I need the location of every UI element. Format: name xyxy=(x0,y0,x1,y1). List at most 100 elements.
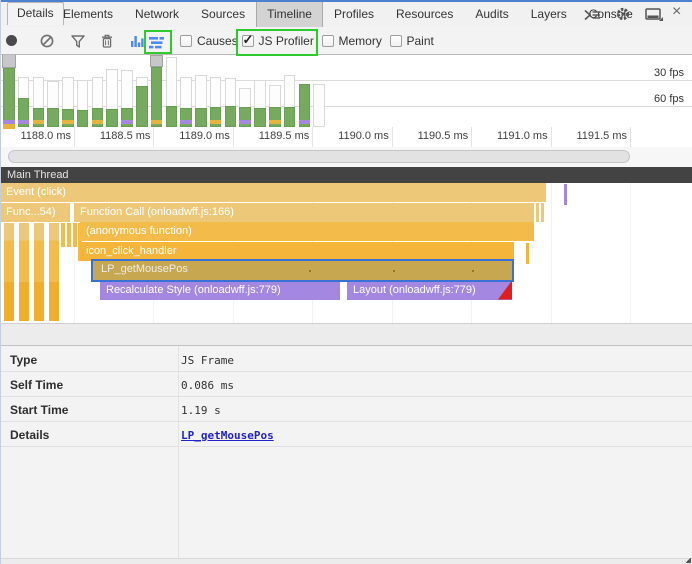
window-focus-edge xyxy=(0,0,692,2)
details-row-label-self-time: Self Time xyxy=(10,378,64,392)
tab-details[interactable]: Details xyxy=(7,2,64,25)
filter-icon[interactable] xyxy=(71,35,85,53)
fps-bar xyxy=(17,98,30,127)
details-link-lp-getmousepos[interactable]: LP_getMousePos xyxy=(181,429,274,442)
flame-activity-stripe-thin xyxy=(66,223,71,247)
flame-bar-icon-click-handler[interactable]: icon_click_handler xyxy=(80,241,514,261)
js-profiler-label: JS Profiler xyxy=(258,34,314,48)
tab-profiles[interactable]: Profiles xyxy=(333,7,374,21)
checkbox-paint[interactable]: Paint xyxy=(389,34,434,48)
overview-scroll-thumb[interactable] xyxy=(8,150,630,163)
fps-bar xyxy=(283,107,296,127)
fps-bar xyxy=(3,68,15,127)
main-toolbar: Elements Network Sources Timeline Profiles Re… xyxy=(0,0,692,28)
flame-gridline xyxy=(551,183,552,323)
tab-elements[interactable]: Elements xyxy=(63,7,114,21)
flame-activity-stripe xyxy=(34,223,44,321)
statusbar-strip xyxy=(0,558,692,564)
painting-segment xyxy=(32,119,45,124)
ruler-tick xyxy=(550,127,552,147)
tab-timeline[interactable]: Timeline xyxy=(256,0,323,27)
flame-activity-stripe xyxy=(4,223,14,321)
rendering-segment xyxy=(17,119,30,124)
tab-sources[interactable]: Sources xyxy=(201,7,246,21)
flame-tick xyxy=(526,242,529,264)
flame-chart[interactable]: Event (click) Func...54) Function Call (on… xyxy=(0,183,692,323)
activity-dot xyxy=(309,270,311,272)
flame-bar-recalculate-style-onloadwff-js-779[interactable]: Recalculate Style (onloadwff.js:779) xyxy=(100,280,340,300)
main-thread-header[interactable]: Main Thread xyxy=(0,167,692,183)
tab-layers[interactable]: Layers xyxy=(530,7,567,21)
flame-activity-stripe xyxy=(49,223,59,321)
checkbox-causes[interactable]: Causes xyxy=(180,34,238,48)
flame-bar-layout-onloadwff-js-779[interactable]: Layout (onloadwff.js:779) xyxy=(347,280,512,300)
flame-bar-sliver[interactable] xyxy=(541,202,544,222)
fps-bar xyxy=(136,86,148,127)
paint-checkbox-box[interactable] xyxy=(389,35,402,47)
flame-bar-anonymous-function[interactable]: (anonymous function) xyxy=(80,222,534,241)
close-icon[interactable]: × xyxy=(672,3,682,20)
fps-bar xyxy=(106,109,118,127)
ruler-tick xyxy=(471,127,473,147)
tab-network[interactable]: Network xyxy=(135,7,180,21)
flame-icon-highlight xyxy=(144,30,172,54)
details-row-label-start-time: Start Time xyxy=(10,403,69,417)
fps-bar xyxy=(298,84,311,127)
selected-flame-bar-lp-getmousepos[interactable]: LP_getMousePos xyxy=(91,259,514,282)
timeline-toolbar: Causes ✓ JS Profiler Memory Paint xyxy=(0,27,692,56)
frames-view-icon[interactable] xyxy=(131,34,145,53)
fps-bar xyxy=(47,108,59,127)
panel-tabs: Elements Network Sources Timeline Profiles Re… xyxy=(52,0,644,27)
resize-grip[interactable] xyxy=(686,558,691,563)
ruler-label: 1189.5 ms xyxy=(258,130,310,142)
gear-icon[interactable] xyxy=(615,6,631,27)
fps-bar xyxy=(150,67,163,127)
checkbox-memory[interactable]: Memory xyxy=(321,34,382,48)
activity-dot xyxy=(472,270,474,272)
flame-bar-event-click[interactable]: Event (click) xyxy=(0,183,546,202)
fps-bar xyxy=(62,109,74,127)
details-row-value-details[interactable]: LP_getMousePos xyxy=(181,429,274,442)
causes-checkbox-box[interactable] xyxy=(180,35,192,47)
fps-bar xyxy=(32,108,45,127)
fps-gridline xyxy=(0,106,692,107)
flame-gridline xyxy=(74,183,75,323)
record-button[interactable] xyxy=(6,35,17,46)
memory-checkbox-box[interactable] xyxy=(321,35,334,47)
details-row-divider xyxy=(0,421,692,422)
details-row-divider xyxy=(0,371,692,372)
fps-overview-chart[interactable]: 30 fps 60 fps xyxy=(0,51,692,129)
ruler-tick xyxy=(391,127,393,147)
details-row-value-type: JS Frame xyxy=(181,354,234,367)
flame-bar-function-call-onloadwff-js-166[interactable]: Function Call (onloadwff.js:166) xyxy=(74,202,534,222)
main-thread-label: Main Thread xyxy=(7,169,69,181)
dock-side-icon[interactable] xyxy=(645,8,663,27)
flame-tick xyxy=(564,184,567,205)
tab-resources[interactable]: Resources xyxy=(396,7,454,21)
flame-gridline xyxy=(630,183,631,323)
fps-bar xyxy=(76,110,89,127)
ruler-tick xyxy=(74,127,75,147)
memory-label: Memory xyxy=(338,34,382,48)
checkbox-js-profiler[interactable]: ✓ JS Profiler xyxy=(241,32,314,48)
ruler-tick xyxy=(153,127,155,147)
ruler-tick xyxy=(312,127,314,147)
fps-bar xyxy=(269,107,281,127)
fps-bar xyxy=(224,106,237,127)
ruler-tick xyxy=(630,127,631,147)
flame-bar-sliver[interactable] xyxy=(536,202,539,222)
fps-bar xyxy=(91,108,104,127)
console-drawer-icon[interactable] xyxy=(584,8,601,26)
fps-bar-cap xyxy=(149,55,164,67)
trash-icon[interactable] xyxy=(100,34,114,53)
js-profiler-checkbox-box[interactable]: ✓ xyxy=(241,32,254,47)
js-profiler-highlight xyxy=(236,29,318,56)
frame-bar-outline xyxy=(313,84,325,127)
forced-layout-warning-icon xyxy=(498,280,512,300)
details-tabstrip xyxy=(0,323,692,346)
flame-chart-view-icon[interactable] xyxy=(149,36,165,54)
clear-icon[interactable] xyxy=(40,34,54,53)
tab-audits[interactable]: Audits xyxy=(475,7,509,21)
flame-bar-func-54[interactable]: Func...54) xyxy=(0,202,70,222)
